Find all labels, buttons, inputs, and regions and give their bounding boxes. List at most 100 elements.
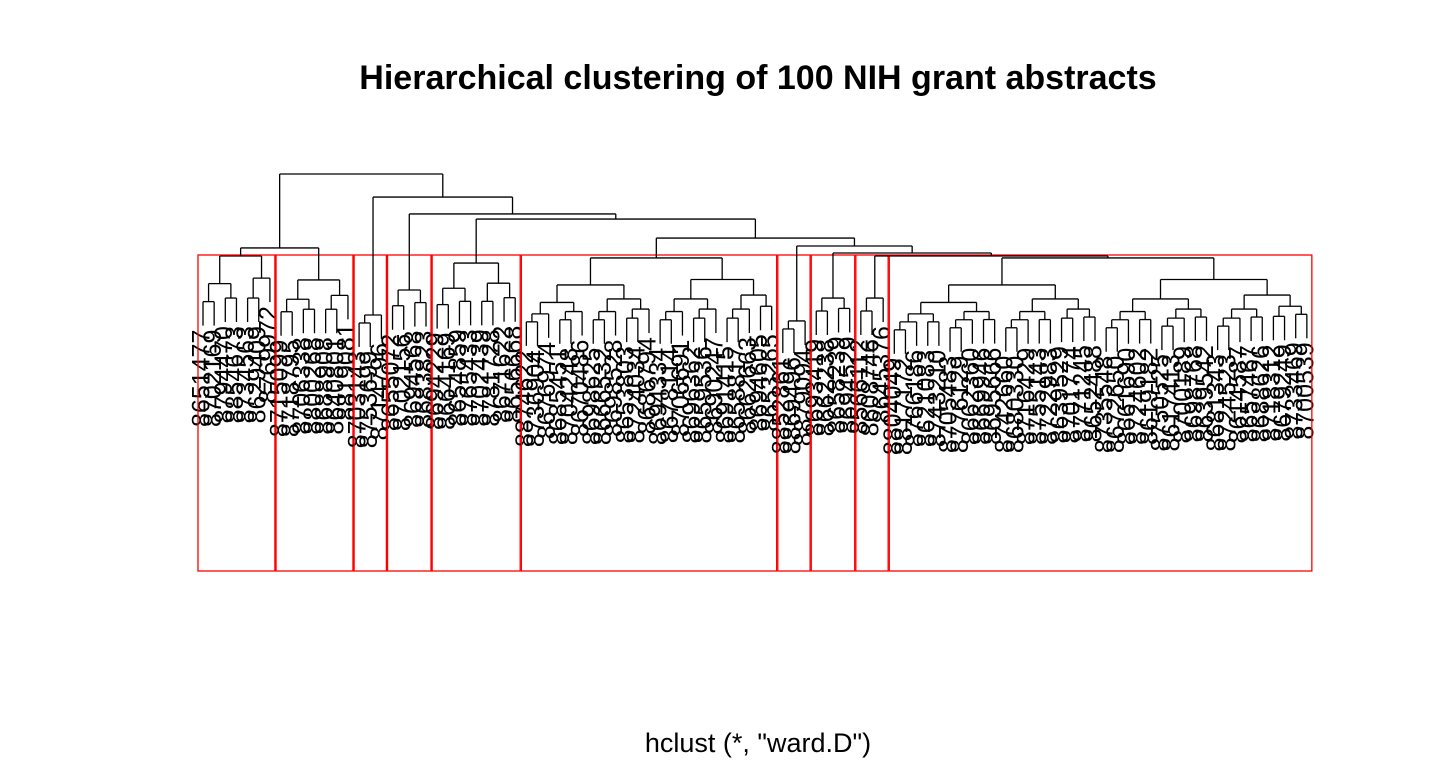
cluster-box [353, 254, 388, 572]
leaf-label: 8698625 [578, 348, 606, 445]
leaf-label: 8662238 [812, 339, 840, 436]
leaf-label: 8733469 [1280, 342, 1308, 439]
leaf-label: 8724602 [1124, 348, 1152, 445]
leaf-label: 8702156 [388, 334, 416, 431]
leaf-label: 8678114 [656, 348, 684, 444]
leaf-label: 8679249 [1269, 344, 1297, 441]
leaf-label: 8769972 [255, 306, 283, 403]
leaf-label: 8724523 [1213, 354, 1241, 451]
leaf-label: 8662360 [957, 348, 985, 445]
leaf-label: 8702439 [466, 329, 494, 426]
cluster-box [855, 254, 889, 572]
leaf-label: 8654859 [444, 329, 472, 426]
leaf-label: 8742660 [990, 356, 1018, 453]
leaf-label: 8694529 [834, 336, 862, 433]
leaf-label: 8653803 [611, 346, 639, 443]
leaf-label: 8735548 [1091, 356, 1119, 453]
leaf-label: 8659536 [689, 346, 717, 443]
leaf-label: 8691415 [712, 346, 740, 443]
leaf-label: 8690247 [701, 337, 729, 434]
leaf-label: 8722983 [1035, 348, 1063, 445]
chart-title: Hierarchical clustering of 100 NIH grant… [359, 59, 1156, 97]
cluster-box [275, 254, 354, 572]
leaf-label: 8695666 [979, 348, 1007, 445]
leaf-label: 8703143 [344, 351, 372, 448]
leaf-label: 8640801 [321, 337, 349, 434]
leaf-label: 8688908 [310, 337, 338, 434]
leaf-label: 8794470 [210, 326, 238, 423]
leaf-label: 8657467 [1236, 345, 1264, 442]
leaf-label: 8658239 [823, 336, 851, 433]
leaf-label: 8852861 [767, 357, 795, 454]
leaf-label: 8716429 [1013, 348, 1041, 445]
leaf-label: 8680330 [1002, 356, 1030, 453]
cluster-box [197, 254, 276, 572]
leaf-label: 8765433 [455, 329, 483, 426]
leaf-label: 8804049 [879, 358, 907, 455]
leaf-label: 8639529 [1046, 346, 1074, 443]
leaf-label: 8705483 [935, 356, 963, 453]
leaf-label: 8700539 [1291, 342, 1319, 439]
leaf-label: 8704248 [556, 348, 584, 445]
leaf-label: 8771245 [1068, 345, 1096, 442]
leaf-label: 8718795 [277, 340, 305, 437]
cluster-box [777, 254, 811, 572]
x-axis-label: hclust (*, "ward.D") [645, 728, 871, 758]
leaf-label: 8672650 [1102, 356, 1130, 453]
leaf-label: 8706338 [288, 337, 316, 434]
leaf-label: 8566112 [845, 339, 873, 434]
leaf-label: 8694605 [745, 334, 773, 431]
leaf-label: 8683823 [411, 331, 439, 428]
leaf-label: 8819081 [333, 323, 361, 420]
leaf-label: 8669946 [968, 348, 996, 445]
leaf-label: 8614587 [1225, 346, 1253, 443]
leaf-label: 8694568 [399, 331, 427, 428]
leaf-label: 8676974 [533, 342, 561, 439]
leaf-label: 8656668 [500, 326, 528, 423]
leaf-label: 8874622 [511, 350, 539, 447]
leaf-label: 8817172 [890, 358, 918, 455]
leaf-label: 8666532 [589, 348, 617, 445]
leaf-label: 8629409 [243, 326, 271, 423]
leaf-label: 8617413 [1158, 354, 1186, 451]
leaf-label: 8698528 [600, 340, 628, 437]
leaf-label: 8671622 [489, 326, 517, 423]
leaf-label: 8686794 [634, 337, 662, 434]
leaf-label: 8706691 [667, 340, 695, 437]
leaf-label: 8621083 [912, 350, 940, 447]
leaf-label: 8655072 [377, 334, 405, 431]
leaf-label: 8734563 [232, 326, 260, 423]
leaf-label: 8743210 [924, 350, 952, 447]
leaf-label: 8661690 [1113, 348, 1141, 445]
leaf-label: 8718312 [1258, 344, 1286, 441]
leaf-label: 8694229 [422, 333, 450, 430]
leaf-label: 8800268 [299, 337, 327, 434]
leaf-label: 8698768 [1180, 345, 1208, 442]
leaf-label: 8694334 [645, 348, 673, 445]
leaf-label: 8664169 [433, 333, 461, 430]
leaf-label: 8854673 [221, 326, 249, 423]
leaf-label: 8670486 [567, 340, 595, 437]
leaf-label: 8714796 [366, 343, 394, 440]
leaf-label: 8702169 [199, 330, 227, 427]
leaf-label: 8658817 [723, 346, 751, 443]
leaf-label: 8776129 [946, 356, 974, 453]
cluster-box [888, 254, 1313, 572]
leaf-label: 8651477 [188, 330, 216, 427]
leaf-label: 8700189 [1169, 346, 1197, 443]
leaf-label: 8766186 [901, 350, 929, 447]
leaf-label: 8685451 [544, 348, 572, 445]
leaf-label: 8715099 [266, 340, 294, 437]
leaf-label: 8662663 [734, 337, 762, 434]
leaf-label: 8693419 [801, 339, 829, 436]
leaf-label: 8724034 [622, 346, 650, 443]
leaf-label: 8753699 [355, 351, 383, 448]
leaf-label: 8639542 [1191, 345, 1219, 442]
leaf-label: 8608746 [857, 339, 885, 436]
leaf-label: 8645376 [868, 326, 896, 423]
leaf-label: 8736904 [522, 350, 550, 447]
leaf-label: 8750525 [1147, 354, 1175, 451]
leaf-label: 8653265 [756, 334, 784, 431]
